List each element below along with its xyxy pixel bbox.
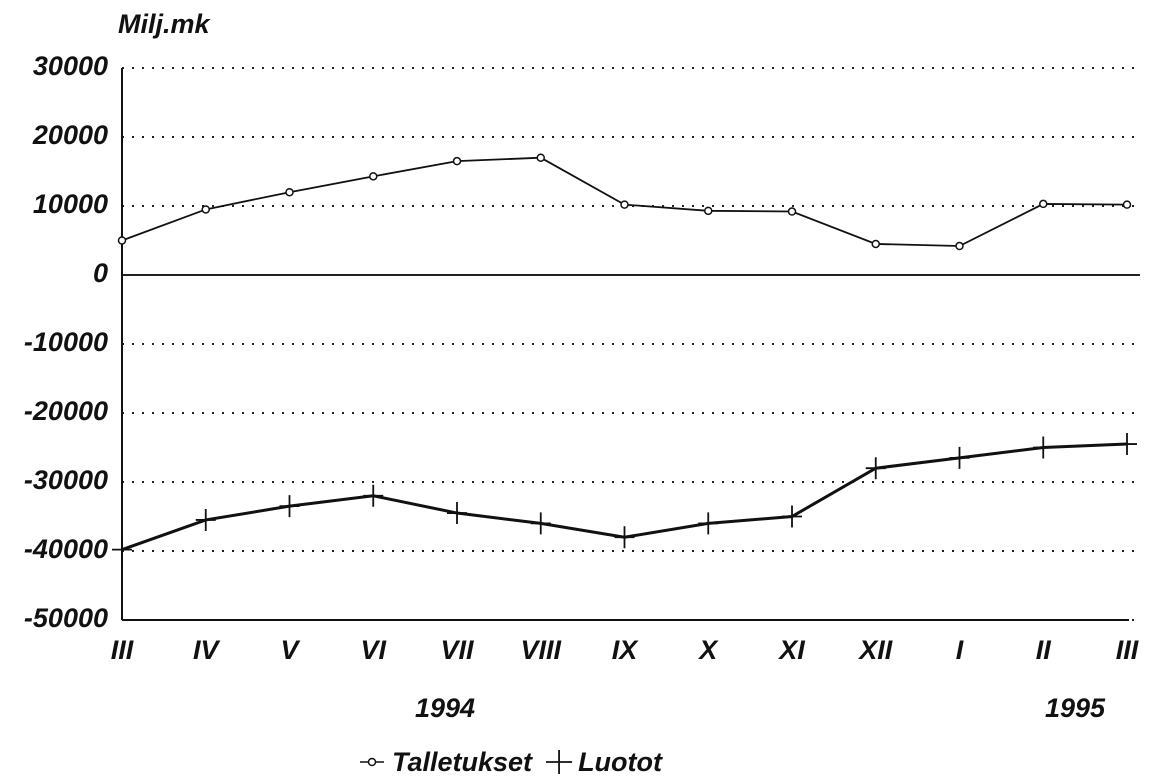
y-tick-label: -30000 bbox=[24, 465, 108, 495]
x-tick-label: XII bbox=[857, 635, 893, 665]
point bbox=[536, 153, 545, 162]
x-tick-label: VI bbox=[360, 635, 386, 665]
point bbox=[285, 187, 294, 197]
point bbox=[704, 206, 713, 216]
point bbox=[530, 512, 551, 535]
point bbox=[698, 512, 719, 535]
point bbox=[447, 502, 467, 525]
y-tick-label: -50000 bbox=[24, 603, 108, 633]
point bbox=[949, 446, 970, 469]
x-tick-label: III bbox=[1116, 635, 1139, 665]
point bbox=[1122, 200, 1132, 209]
year-label: 1994 bbox=[415, 693, 475, 723]
y-tick-label: -20000 bbox=[24, 396, 108, 426]
year-label: 1995 bbox=[1045, 693, 1106, 723]
legend-marker bbox=[367, 757, 377, 767]
y-axis-label: Milj.mk bbox=[118, 9, 212, 39]
x-tick-label: VIII bbox=[520, 635, 561, 665]
x-tick-label: III bbox=[111, 635, 134, 665]
x-tick-label: I bbox=[956, 635, 964, 665]
y-tick-label: 0 bbox=[93, 258, 108, 288]
point bbox=[201, 205, 210, 214]
legend-label: Luotot bbox=[578, 747, 663, 777]
x-tick-label: X bbox=[697, 635, 719, 665]
point bbox=[614, 526, 635, 549]
legend-marker bbox=[546, 750, 573, 774]
point bbox=[871, 239, 880, 249]
point bbox=[279, 495, 300, 518]
point bbox=[117, 236, 127, 245]
x-tick-label: IX bbox=[612, 635, 640, 665]
x-tick-label: IV bbox=[193, 635, 221, 665]
legend-label: Talletukset bbox=[392, 747, 533, 777]
point bbox=[865, 457, 886, 480]
y-tick-label: 10000 bbox=[33, 189, 108, 219]
y-tick-label: -10000 bbox=[24, 327, 108, 357]
point bbox=[620, 200, 629, 209]
point bbox=[112, 538, 132, 561]
point bbox=[1117, 433, 1137, 456]
point bbox=[787, 207, 797, 216]
x-tick-label: V bbox=[280, 635, 300, 665]
y-tick-label: -40000 bbox=[24, 534, 108, 564]
point bbox=[782, 505, 802, 528]
point bbox=[195, 508, 216, 531]
point bbox=[1039, 199, 1048, 209]
y-tick-label: 20000 bbox=[32, 120, 108, 150]
y-tick-label: 30000 bbox=[33, 51, 108, 81]
point bbox=[369, 172, 378, 181]
point bbox=[1033, 436, 1054, 459]
x-tick-label: VII bbox=[440, 635, 474, 665]
x-tick-label: II bbox=[1036, 635, 1052, 665]
point bbox=[955, 241, 964, 251]
point bbox=[452, 156, 462, 166]
x-tick-label: XI bbox=[777, 635, 805, 665]
point bbox=[363, 484, 384, 507]
